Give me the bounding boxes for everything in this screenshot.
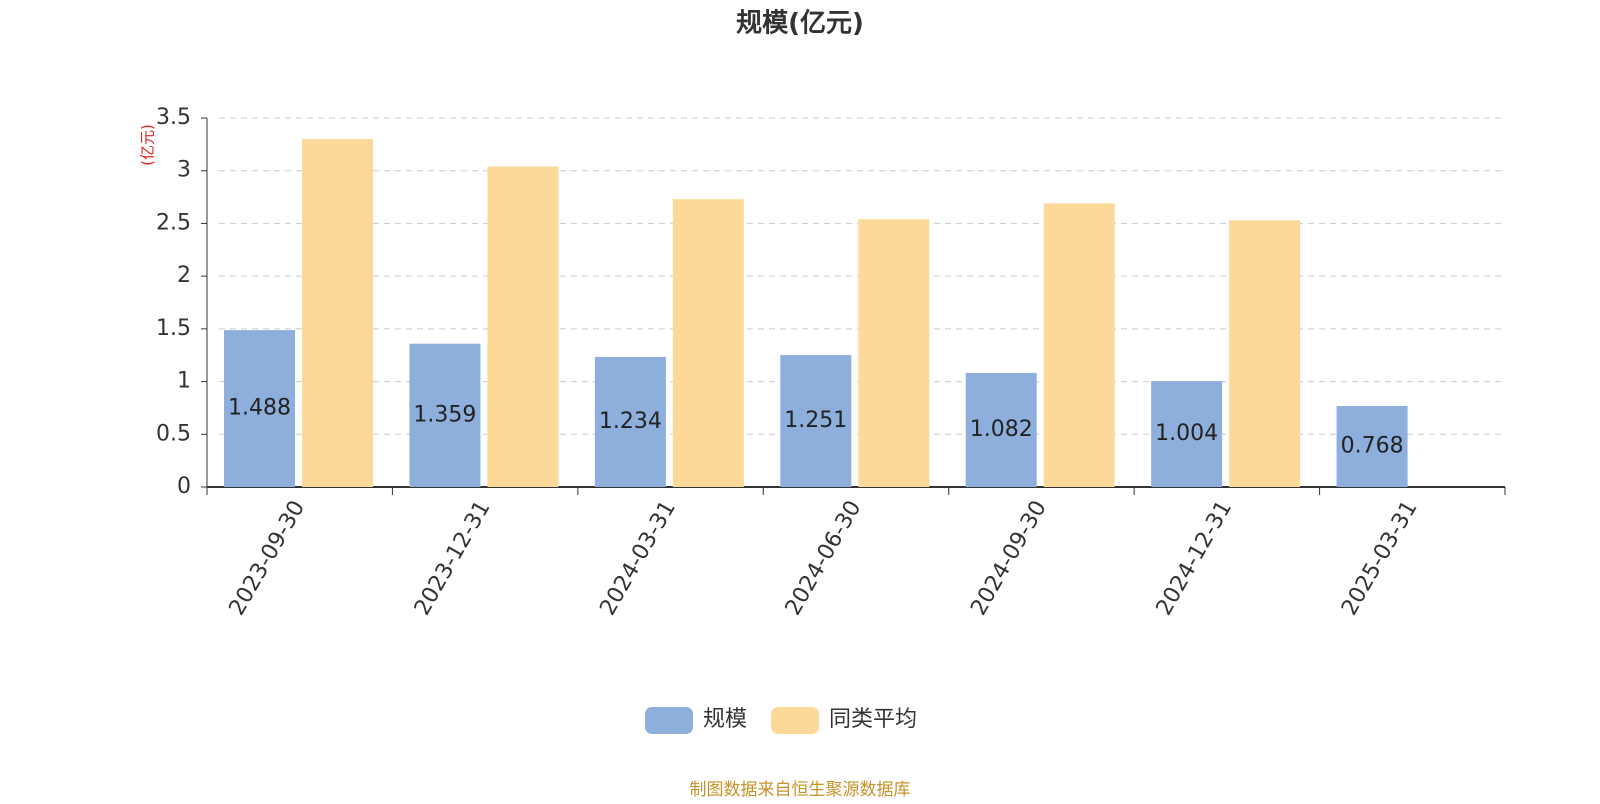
bar bbox=[858, 219, 930, 487]
y-axis-label: (亿元) bbox=[139, 124, 157, 166]
y-tick-label: 3.5 bbox=[156, 105, 191, 130]
value-label: 0.768 bbox=[1341, 434, 1404, 459]
bar bbox=[302, 139, 373, 488]
y-tick-label: 3 bbox=[177, 158, 191, 183]
y-tick-label: 0 bbox=[177, 474, 191, 499]
value-label: 1.234 bbox=[599, 409, 662, 434]
y-tick-label: 1 bbox=[177, 369, 191, 394]
legend-swatch bbox=[771, 707, 819, 734]
y-tick-label: 0.5 bbox=[156, 421, 191, 446]
x-tick-label: 2024-03-31 bbox=[595, 497, 681, 620]
bar bbox=[1151, 381, 1223, 487]
bar bbox=[1229, 220, 1301, 487]
x-tick-label: 2023-12-31 bbox=[410, 497, 496, 620]
bar bbox=[594, 356, 666, 487]
bar bbox=[409, 343, 481, 487]
bar bbox=[1043, 203, 1115, 487]
value-label: 1.359 bbox=[413, 402, 476, 427]
y-tick-label: 2.5 bbox=[156, 210, 191, 235]
x-tick-label: 2023-09-30 bbox=[225, 497, 311, 620]
chart-title: 规模(亿元) bbox=[736, 9, 864, 39]
legend-label: 同类平均 bbox=[829, 707, 917, 732]
bar bbox=[965, 372, 1037, 487]
bar bbox=[224, 330, 295, 487]
y-tick-label: 1.5 bbox=[156, 316, 191, 341]
x-tick-label: 2024-09-30 bbox=[966, 497, 1052, 620]
value-label: 1.004 bbox=[1155, 421, 1218, 446]
value-label: 1.251 bbox=[784, 408, 847, 433]
y-tick-label: 2 bbox=[177, 263, 191, 288]
value-label: 1.488 bbox=[228, 396, 291, 421]
bar bbox=[487, 166, 559, 488]
x-tick-label: 2025-03-31 bbox=[1337, 497, 1423, 620]
source-note: 制图数据来自恒生聚源数据库 bbox=[690, 780, 911, 800]
value-label: 1.082 bbox=[970, 417, 1033, 442]
x-tick-label: 2024-12-31 bbox=[1152, 497, 1238, 620]
legend-label: 规模 bbox=[703, 707, 747, 732]
bar bbox=[780, 355, 852, 487]
bar bbox=[672, 199, 744, 487]
legend-swatch bbox=[645, 707, 693, 734]
bar bbox=[1336, 406, 1408, 487]
x-tick-label: 2024-06-30 bbox=[781, 497, 867, 620]
